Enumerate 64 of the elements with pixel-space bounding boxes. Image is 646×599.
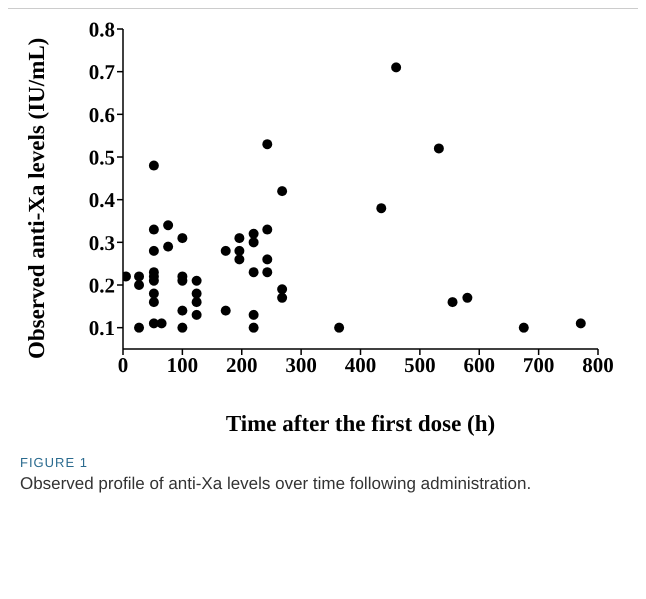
point [148,297,159,308]
point [163,242,174,252]
point [134,322,144,333]
point [248,267,259,278]
point [177,306,188,316]
point [262,254,272,264]
point [248,228,259,239]
point [277,186,288,196]
point [518,322,529,333]
point [262,139,272,150]
point [148,224,159,235]
point [148,246,159,256]
y-tick-label: 0.7 [88,60,115,84]
point [134,280,144,290]
point [220,306,231,316]
y-tick-label: 0.4 [88,188,116,212]
point [192,288,202,299]
x-tick-label: 700 [522,352,554,377]
x-tick-label: 300 [285,352,317,377]
point [462,292,472,303]
point [220,246,231,256]
point [434,143,444,154]
point [248,322,259,333]
y-tick-label: 0.2 [88,273,115,298]
y-tick-label: 0.5 [88,145,115,170]
point [148,288,159,299]
x-tick-label: 100 [166,352,198,377]
text: Observed profile of anti-Xa levels over time following administration. [20,474,532,494]
point [448,297,458,308]
point [576,318,586,328]
point [262,224,272,235]
point [192,276,202,286]
y-tick-label: 0.3 [88,230,115,255]
point [192,310,202,320]
x-tick-label: 600 [464,352,495,377]
x-tick-label: 200 [226,352,258,377]
x-tick-label: 500 [404,352,436,377]
point [277,292,288,303]
point [234,254,244,264]
point [234,233,244,244]
point [376,203,386,214]
point [177,322,188,333]
x-tick-label: 400 [344,352,376,377]
point [192,297,202,308]
point [234,246,244,256]
point [248,237,259,248]
y-axis-title: Observed anti-Xa levels (IU/mL) [24,38,50,359]
point [163,220,174,230]
point [148,160,159,171]
x-axis-title: Time after the first dose (h) [226,411,496,436]
point [177,233,188,244]
point [391,62,402,72]
x-tick-label: 0 [118,352,128,377]
point [277,284,288,294]
y-tick-label: 0.8 [88,17,115,42]
point [134,271,144,282]
point [262,267,272,278]
y-tick-label: 0.6 [88,102,115,127]
caption: FIGURE 1 [20,455,89,470]
point [248,310,259,320]
point [334,322,344,333]
x-tick-label: 800 [582,352,614,377]
y-tick-label: 0.1 [88,316,115,340]
point [156,318,167,328]
